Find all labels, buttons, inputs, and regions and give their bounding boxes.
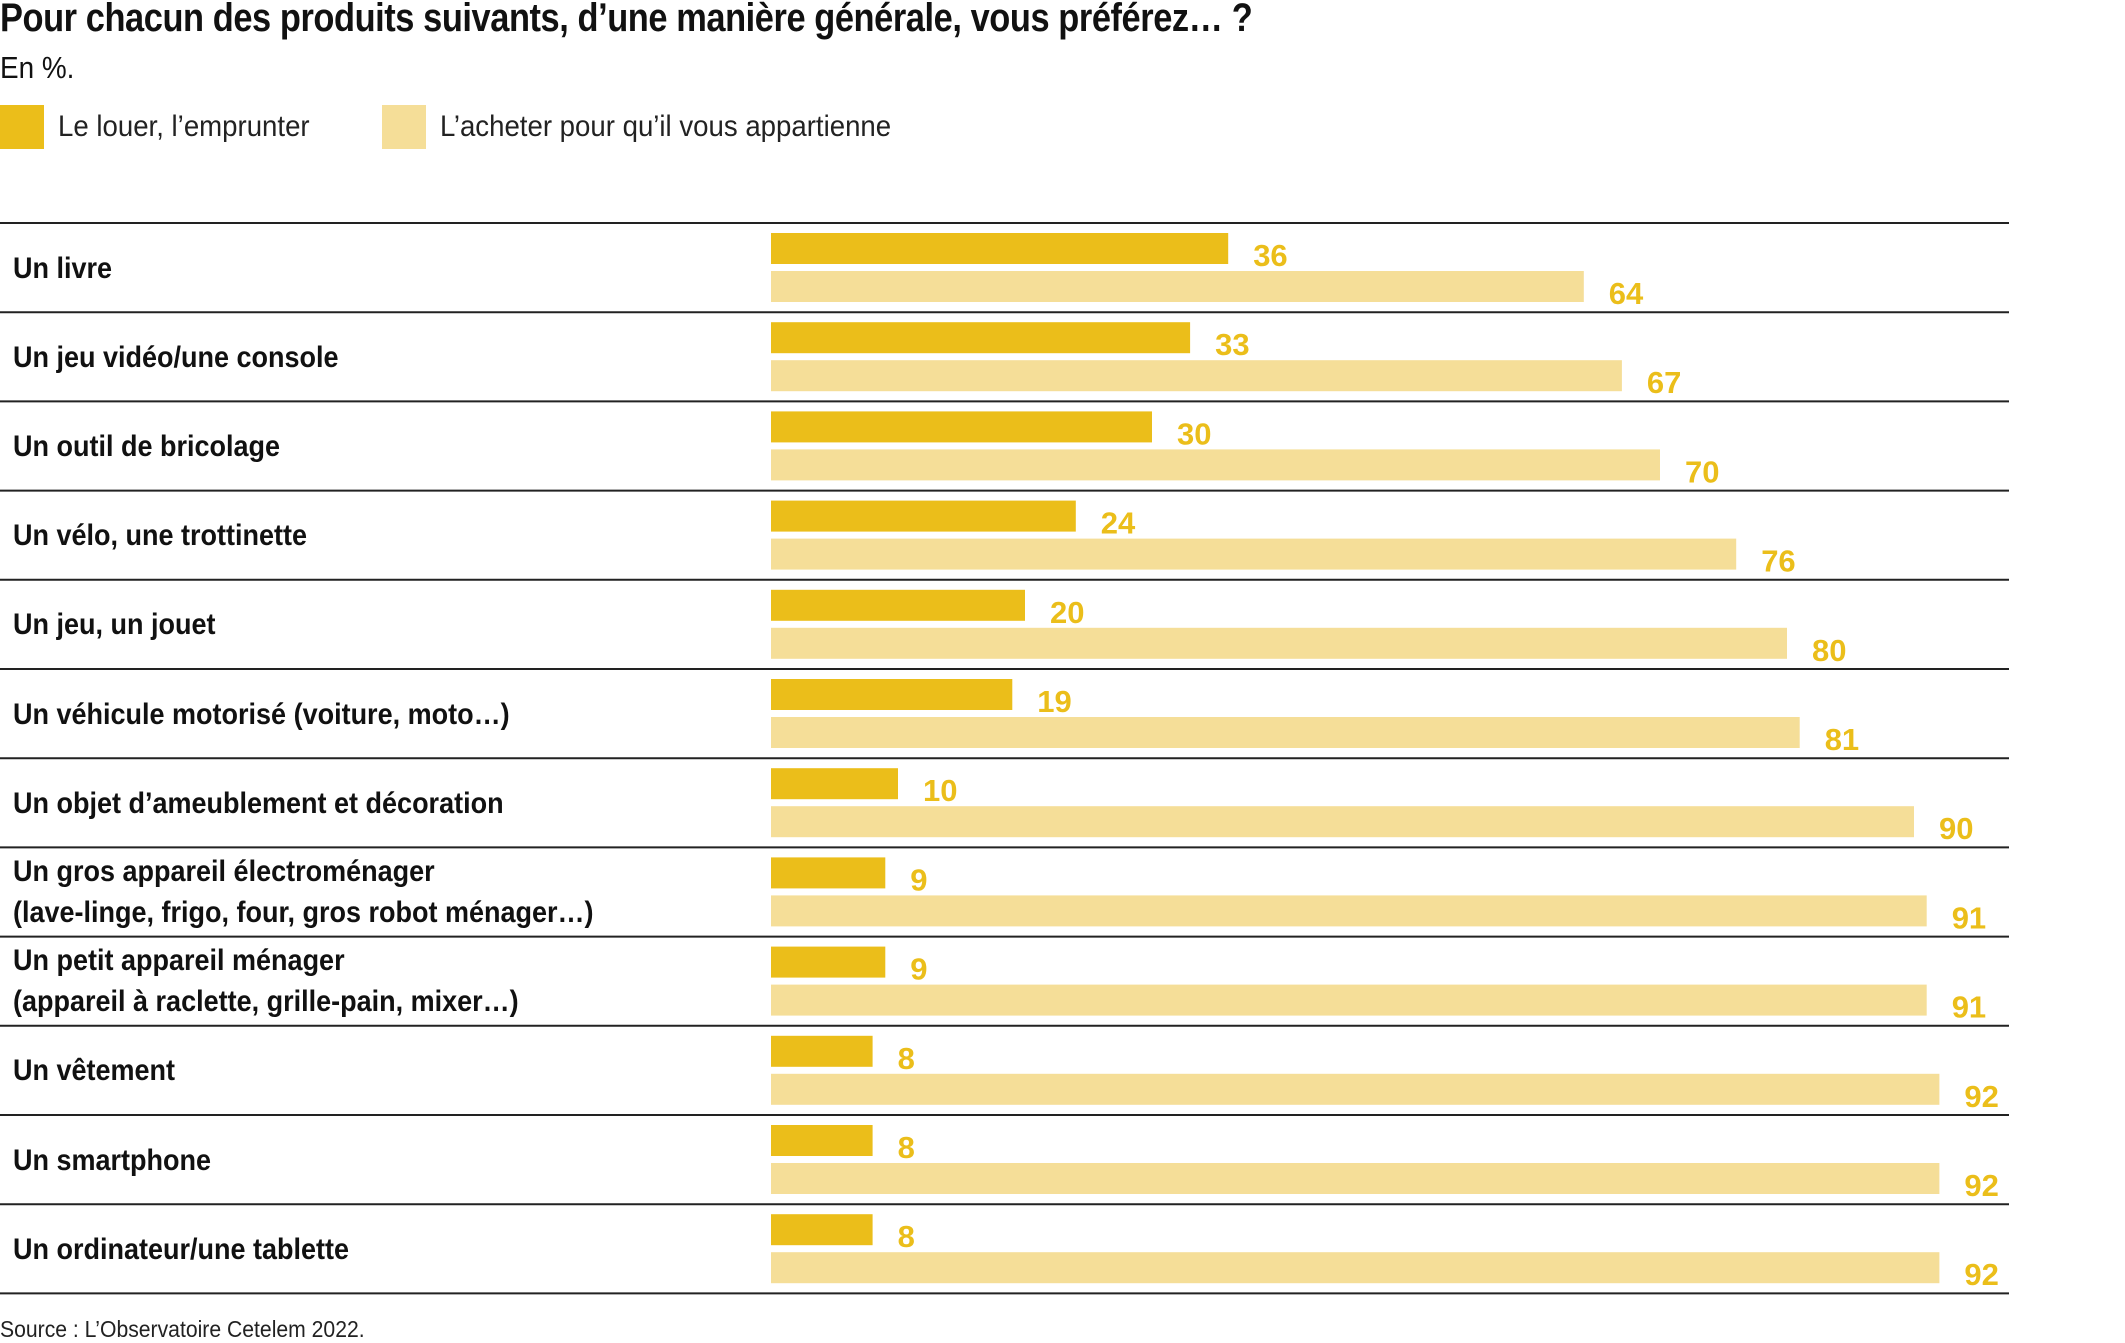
- data-label: 30: [1177, 416, 1211, 451]
- data-label: 8: [898, 1219, 915, 1254]
- bar-rent: [771, 322, 1191, 354]
- source-note: Source : L’Observatoire Cetelem 2022.: [0, 1316, 365, 1342]
- category-label: (lave-linge, frigo, four, gros robot mén…: [13, 896, 594, 929]
- data-label: 9: [910, 952, 927, 987]
- category-label: Un objet d’ameublement et décoration: [13, 786, 504, 820]
- data-label: 81: [1825, 722, 1859, 757]
- data-label: 8: [898, 1130, 915, 1165]
- bar-buy: [771, 717, 1800, 748]
- data-label: 91: [1952, 900, 1986, 935]
- bar-buy: [771, 895, 1927, 927]
- category-label: Un ordinateur/une tablette: [13, 1232, 350, 1266]
- data-label: 20: [1050, 595, 1084, 630]
- bar-rent: [771, 946, 886, 978]
- bar-rent: [771, 589, 1025, 621]
- bar-buy: [771, 984, 1927, 1016]
- chart-subtitle: En %.: [0, 50, 75, 85]
- bar-buy: [771, 1252, 1940, 1284]
- legend-label-rent: Le louer, l’emprunter: [58, 110, 310, 143]
- data-label: 92: [1964, 1168, 1998, 1203]
- category-label: Un jeu vidéo/une console: [13, 340, 339, 374]
- category-label: Un jeu, un jouet: [13, 608, 216, 642]
- bar-buy: [771, 449, 1660, 481]
- data-label: 8: [898, 1041, 915, 1076]
- bar-buy: [771, 627, 1787, 659]
- bar-buy: [771, 1163, 1940, 1194]
- legend-label-buy: L’acheter pour qu’il vous appartienne: [439, 110, 891, 143]
- bar-rent: [771, 768, 898, 800]
- bar-rent: [771, 1125, 873, 1156]
- data-label: 90: [1939, 811, 1973, 846]
- category-label: Un véhicule motorisé (voiture, moto…): [13, 697, 510, 731]
- bar-buy: [771, 360, 1622, 392]
- category-label: Un petit appareil ménager: [13, 944, 345, 978]
- category-label: Un vélo, une trottinette: [13, 519, 308, 553]
- category-label: Un outil de bricolage: [13, 430, 281, 463]
- data-label: 9: [910, 862, 927, 897]
- legend-swatch-rent: [0, 105, 44, 149]
- bar-buy: [771, 806, 1914, 838]
- category-label: Un smartphone: [13, 1143, 212, 1177]
- chart-title: Pour chacun des produits suivants, d’une…: [0, 0, 1253, 40]
- bar-rent: [771, 679, 1013, 710]
- category-label: Un gros appareil électroménager: [13, 855, 435, 888]
- bar-rent: [771, 1214, 873, 1246]
- data-label: 92: [1964, 1257, 1998, 1292]
- data-label: 36: [1253, 238, 1287, 273]
- data-label: 19: [1037, 684, 1071, 719]
- bar-rent: [771, 233, 1229, 264]
- category-label: Un livre: [13, 251, 113, 285]
- data-label: 92: [1964, 1079, 1998, 1114]
- category-label: Un vêtement: [13, 1054, 176, 1088]
- data-label: 80: [1812, 633, 1846, 668]
- bar-buy: [771, 1073, 1940, 1105]
- bar-rent: [771, 500, 1076, 532]
- bar-buy: [771, 538, 1737, 570]
- bar-buy: [771, 271, 1584, 302]
- legend: Le louer, l’emprunter L’acheter pour qu’…: [0, 105, 980, 149]
- data-label: 91: [1952, 990, 1986, 1025]
- data-label: 67: [1647, 365, 1681, 400]
- data-label: 10: [923, 773, 957, 808]
- bar-rent: [771, 857, 886, 889]
- data-label: 76: [1761, 544, 1795, 579]
- category-label: (appareil à raclette, grille-pain, mixer…: [13, 985, 519, 1019]
- data-label: 64: [1609, 276, 1644, 311]
- data-label: 24: [1101, 506, 1136, 541]
- data-label: 33: [1215, 327, 1249, 362]
- bar-rent: [771, 1035, 873, 1067]
- bar-rent: [771, 411, 1152, 443]
- legend-swatch-buy: [381, 105, 426, 149]
- data-label: 70: [1685, 454, 1719, 489]
